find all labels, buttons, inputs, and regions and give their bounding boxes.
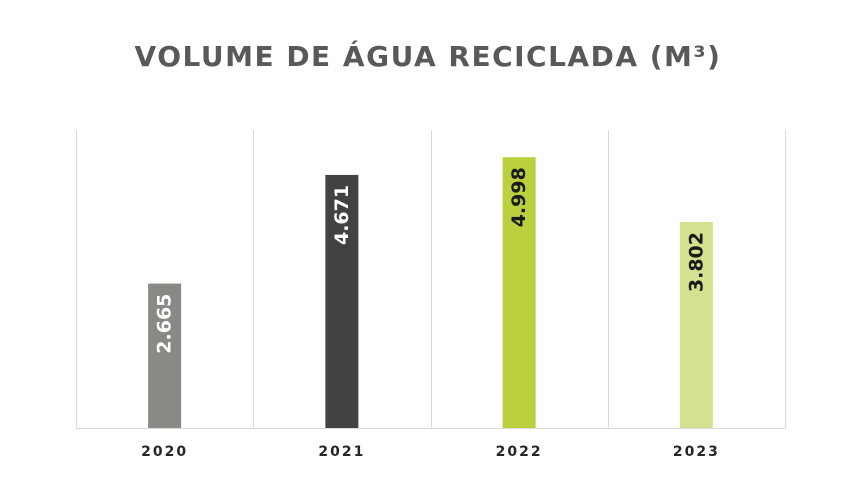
bar-2023 (679, 222, 713, 428)
data-label-2022: 4.998 (508, 167, 530, 227)
x-tick-label-2022: 2022 (496, 444, 543, 460)
x-tick-label-2020: 2020 (141, 444, 188, 460)
bar-2020 (148, 283, 182, 428)
x-tick-label-2021: 2021 (318, 444, 365, 460)
data-label-2020: 2.665 (154, 294, 176, 354)
bar-2021 (325, 174, 359, 428)
data-label-2023: 3.802 (685, 232, 707, 292)
chart-title: VOLUME DE ÁGUA RECICLADA (M³) (134, 40, 722, 73)
bar-2022 (502, 157, 536, 428)
x-tick-label-2023: 2023 (673, 444, 720, 460)
data-label-2021: 4.671 (331, 185, 353, 245)
